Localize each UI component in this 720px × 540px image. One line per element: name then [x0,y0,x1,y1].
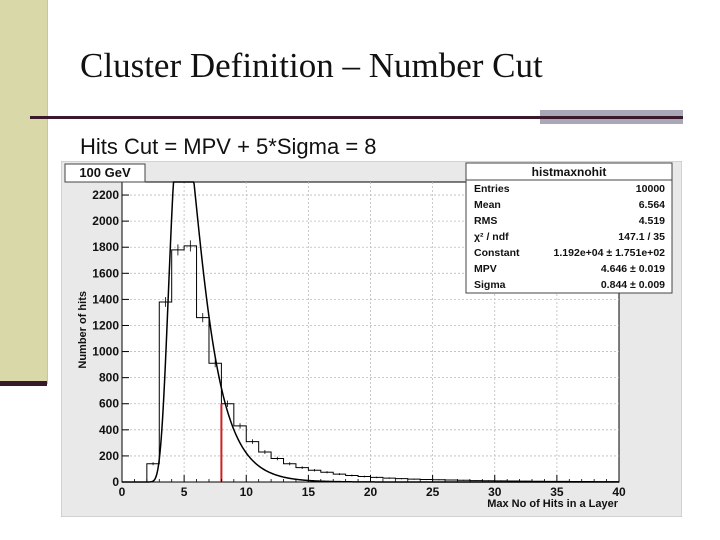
y-tick-label: 1400 [92,292,119,306]
stats-row-label: MPV [474,263,497,275]
chart-title-box [64,163,146,183]
slide-subtitle: Hits Cut = MPV + 5*Sigma = 8 [80,134,377,159]
title-rule-accent-line [540,116,683,119]
x-tick-label: 40 [612,485,626,499]
histogram-bar [184,246,196,482]
histogram-bar [172,250,184,482]
histogram-bar [333,474,345,482]
y-tick-label: 200 [99,449,119,463]
y-axis-label: Number of hits [77,291,89,369]
x-tick-label: 30 [488,485,502,499]
x-axis-label: Max No of Hits in a Layer [487,498,619,510]
stats-row-value: 1.192e+04 ± 1.751e+02 [554,247,666,259]
title-rule [30,116,540,119]
histogram-bar [246,442,258,482]
stats-row-value: 10000 [636,183,665,195]
stats-row-label: RMS [474,215,497,227]
histogram-svg: 0 5 10 15 20 25 30 35 40020040060080010001200140… [60,160,683,518]
histogram-bar [271,459,283,482]
stats-row-value: 4.646 ± 0.019 [601,263,665,275]
slide-side-bar-foot [0,381,47,386]
x-tick-label: 20 [364,485,378,499]
x-tick-label: 5 [181,485,188,499]
slide-title: Cluster Definition – Number Cut [80,46,543,85]
x-tick-label: 35 [550,485,564,499]
x-tick-label: 25 [426,485,440,499]
slide-side-bar [0,0,48,384]
histogram-chart: 0 5 10 15 20 25 30 35 40 0 200 400 600 800 1000 1200 140… [60,160,683,518]
stats-row-label: Constant [474,247,520,259]
stats-row-value: 6.564 [639,199,665,211]
y-tick-label: 400 [99,423,119,437]
stats-row-value: 147.1 / 35 [618,231,665,243]
stats-row-label: Entries [474,183,510,195]
y-tick-label: 1000 [92,345,119,359]
y-tick-label: 0 [112,475,119,489]
y-tick-label: 1200 [92,318,119,332]
y-tick-label: 1600 [92,266,119,280]
stats-box: histmaxnohit Entries 10000 Mean 6.564 RMS 4.5… [465,162,673,294]
stats-box-frame [465,162,673,294]
stats-row-label: Sigma [474,279,506,291]
x-tick-label: 15 [302,485,316,499]
histogram-bar [159,302,171,482]
x-tick-label: 10 [240,485,254,499]
stats-row-value: 4.519 [639,215,665,227]
stats-row-value: 0.844 ± 0.009 [601,279,665,291]
x-tick-label: 0 [119,485,126,499]
y-tick-label: 2200 [92,188,119,202]
y-tick-label: 800 [99,371,119,385]
y-tick-label: 600 [99,397,119,411]
histogram-bar [197,318,209,482]
y-tick-label: 2000 [92,214,119,228]
chart-title: 100 GeV [79,165,131,180]
stats-row-label: Mean [474,199,501,211]
axis-layer: 0 5 10 15 20 25 30 35 40020040060080010001200140… [92,188,626,499]
y-tick-label: 1800 [92,240,119,254]
stats-box-title: histmaxnohit [532,165,607,179]
histogram-bar [221,404,233,482]
stats-row-label: χ² / ndf [474,231,509,243]
